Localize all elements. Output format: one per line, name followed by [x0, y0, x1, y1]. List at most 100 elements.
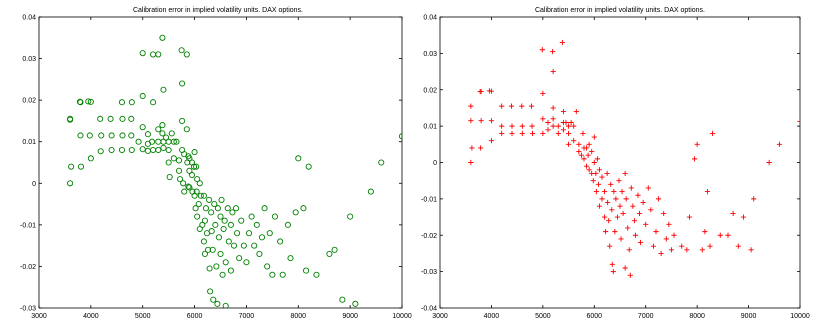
data-point	[277, 238, 284, 245]
data-point	[233, 205, 240, 212]
data-point	[605, 199, 611, 206]
data-point	[159, 34, 166, 41]
right-y-tick-label: 0.03	[423, 51, 437, 58]
data-point	[583, 145, 590, 151]
data-point	[650, 243, 657, 249]
data-point	[183, 126, 190, 133]
data-point	[627, 272, 633, 278]
data-point	[591, 134, 597, 140]
data-point	[508, 103, 515, 109]
data-point	[609, 207, 615, 213]
data-point	[550, 123, 556, 129]
data-point	[469, 145, 475, 151]
data-point	[616, 178, 622, 184]
data-point	[622, 265, 628, 271]
data-point	[694, 141, 700, 147]
data-point	[251, 242, 258, 249]
data-point	[609, 261, 615, 267]
data-point	[284, 221, 291, 228]
data-point	[220, 225, 227, 233]
data-point	[107, 115, 114, 122]
data-point	[578, 152, 585, 158]
data-point	[519, 103, 525, 109]
data-point	[179, 80, 186, 87]
data-point	[655, 196, 662, 202]
data-point	[230, 242, 238, 249]
data-point	[188, 171, 196, 179]
left-plot-frame	[38, 16, 403, 309]
data-point	[135, 138, 142, 145]
data-point	[194, 213, 201, 220]
data-point	[555, 123, 561, 129]
left-x-tick-label: 10000	[392, 313, 412, 320]
data-point	[352, 300, 359, 307]
data-point	[175, 167, 183, 174]
data-point	[468, 103, 474, 109]
data-point	[519, 130, 525, 136]
data-point	[606, 218, 612, 224]
data-point	[581, 156, 587, 162]
data-point	[668, 247, 675, 253]
data-point	[224, 205, 231, 212]
data-point	[128, 99, 135, 106]
left-y-tick-label: -0.03	[20, 306, 36, 313]
data-point	[539, 47, 545, 53]
data-point	[586, 167, 592, 173]
data-point	[222, 302, 229, 308]
data-point	[631, 218, 637, 224]
data-point	[620, 210, 626, 217]
data-point	[77, 132, 84, 139]
data-point	[200, 238, 207, 245]
data-point	[608, 181, 614, 187]
data-point	[550, 48, 556, 55]
data-point	[200, 192, 207, 199]
data-point	[707, 243, 713, 249]
data-point	[170, 155, 177, 162]
left-x-tick-label: 4000	[83, 313, 99, 320]
left-scatter-panel: Calibration error in implied volatility …	[20, 7, 412, 320]
data-point	[86, 132, 93, 139]
data-point	[243, 259, 250, 266]
left-y-tick-label: -0.02	[20, 264, 36, 271]
data-point	[185, 183, 192, 190]
data-point	[261, 205, 268, 212]
data-point	[87, 98, 94, 105]
data-point	[77, 99, 84, 106]
data-point	[287, 255, 294, 262]
data-point	[545, 119, 551, 126]
data-point	[77, 163, 85, 170]
data-point	[614, 214, 621, 220]
right-x-tick-label: 7000	[638, 313, 654, 320]
data-point	[528, 103, 535, 109]
data-point	[730, 210, 736, 217]
right-x-tick-label: 4000	[484, 313, 500, 320]
left-x-tick-label: 9000	[342, 313, 358, 320]
data-point	[740, 214, 747, 220]
data-point	[279, 271, 286, 278]
data-point	[529, 123, 535, 129]
data-point	[240, 242, 247, 249]
left-y-tick-label: 0.02	[22, 98, 36, 105]
data-point	[478, 145, 484, 151]
data-point	[645, 185, 651, 191]
data-point	[540, 130, 546, 136]
data-point	[637, 239, 644, 246]
data-point	[97, 115, 104, 122]
data-point	[201, 217, 208, 224]
data-point	[488, 138, 495, 144]
data-point	[139, 50, 146, 57]
data-point	[565, 130, 572, 136]
left-x-tick-label: 3000	[31, 313, 47, 320]
left-y-tick-label: 0	[32, 181, 36, 188]
data-point	[205, 246, 212, 253]
data-point	[704, 189, 711, 195]
data-point	[179, 117, 186, 124]
data-point	[573, 108, 579, 115]
data-point	[166, 173, 173, 181]
data-point	[594, 156, 600, 162]
data-point	[128, 132, 135, 139]
data-point	[563, 119, 569, 126]
data-point	[618, 236, 624, 242]
data-point	[108, 132, 115, 139]
